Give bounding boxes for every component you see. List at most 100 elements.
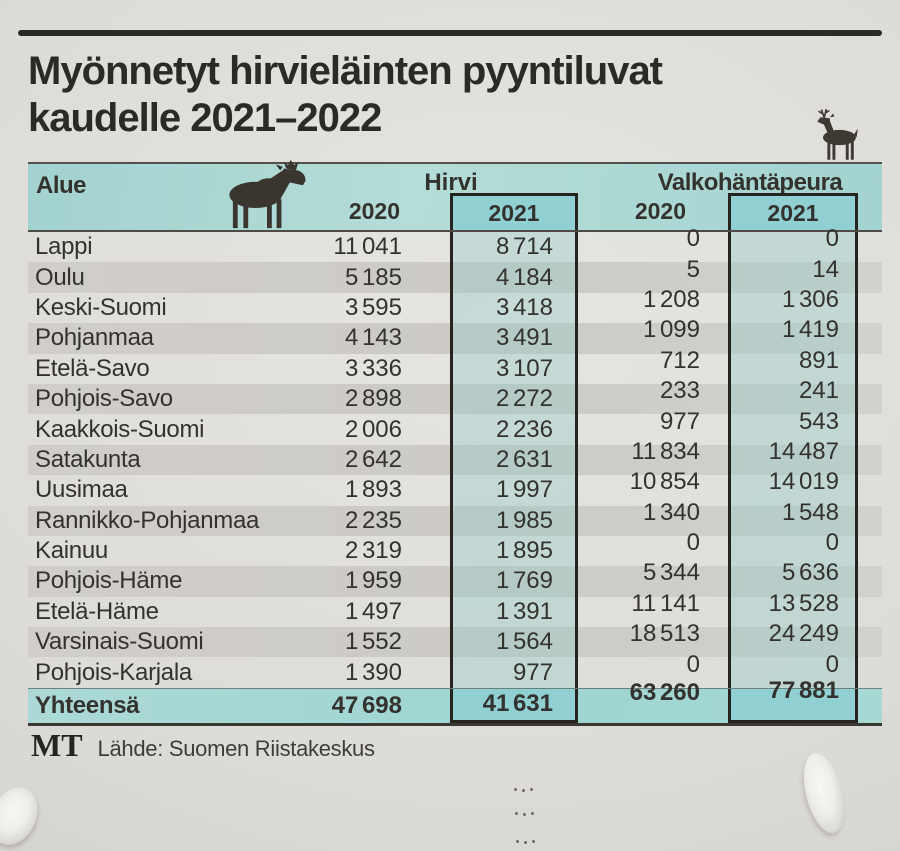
peura-2021-value: 543 (728, 408, 858, 445)
hirvi-2020-value: 2 898 (344, 385, 402, 413)
region-name: Lappi (35, 233, 93, 261)
hirvi-2021-value: 3 107 (450, 353, 578, 384)
hirvi-2020-value: 4 143 (344, 324, 402, 352)
peura-2020-value: 712 (659, 346, 700, 374)
hirvi-2021-value: 1 391 (450, 596, 578, 628)
peura-2021-header: 2021 (728, 193, 858, 230)
hirvi-2021-value: 1 895 (450, 535, 578, 567)
hirvi-2021-value: 4 184 (450, 262, 578, 293)
peura-2021-value: 1 548 (728, 499, 858, 536)
total-label: Yhteensä (35, 691, 140, 719)
hirvi-2021-value: 2 236 (450, 414, 578, 445)
moose-icon (229, 159, 306, 229)
peura-2021-value: 24 249 (728, 620, 858, 658)
peura-2020-value: 0 (686, 225, 700, 253)
region-name: Uusimaa (35, 476, 128, 504)
table-row: Rannikko-Pohjanmaa 2 235 1 985 1 340 1 5… (28, 498, 882, 536)
hirvi-2020-value: 3 595 (344, 293, 402, 321)
title-line-2: kaudelle 2021–2022 (28, 96, 382, 140)
table-row: Keski-Suomi 3 595 3 418 1 208 1 306 (28, 285, 882, 324)
hirvi-2021-header: 2021 (450, 193, 578, 230)
page-title: Myönnetyt hirvieläinten pyyntiluvat kaud… (28, 48, 663, 142)
peura-2021-value: 5 636 (728, 559, 858, 597)
hirvi-2021-value: 3 491 (450, 323, 578, 354)
total-peura-2020: 63 260 (629, 678, 700, 706)
year-header-row: 2020 2021 2020 2021 (28, 193, 882, 230)
table-row: Pohjois-Savo 2 898 2 272 233 241 (28, 377, 882, 415)
peura-2020-value: 1 099 (642, 316, 700, 344)
peura-2020-value: 1 208 (642, 285, 700, 313)
peura-2020-value: 0 (686, 529, 700, 557)
deer-group-header: Valkohäntäpeura (657, 169, 843, 196)
source-text: Lähde: Suomen Riistakeskus (97, 736, 375, 761)
title-line-1: Myönnetyt hirvieläinten pyyntiluvat (28, 49, 663, 93)
hirvi-2020-value: 1 390 (344, 658, 402, 686)
region-name: Pohjois-Savo (35, 385, 173, 413)
white-tailed-deer-icon (817, 109, 858, 160)
hirvi-2021-value: 2 272 (450, 383, 578, 415)
hirvi-2020-value: 11 041 (333, 233, 402, 261)
table-row: Etelä-Häme 1 497 1 391 11 141 13 528 (28, 590, 882, 628)
top-rule (18, 30, 882, 36)
region-name: Satakunta (35, 445, 141, 473)
paper-artifact (796, 748, 852, 838)
hirvi-2020-value: 1 552 (344, 628, 402, 656)
peura-2021-value: 1 419 (728, 316, 858, 354)
table-body: Lappi 11 041 8 714 0 0 Oulu 5 185 4 184 … (28, 225, 882, 688)
table-row: Pohjois-Häme 1 959 1 769 5 344 5 636 (28, 559, 882, 597)
peura-2021-value: 0 (728, 651, 858, 688)
peura-2020-value: 0 (686, 650, 700, 678)
region-name: Keski-Suomi (35, 293, 167, 321)
table-row: Lappi 11 041 8 714 0 0 (28, 225, 882, 263)
hirvi-2020-value: 5 185 (344, 263, 402, 291)
hirvi-2021-value: 2 631 (450, 444, 578, 476)
total-hirvi-2021: 41 631 (450, 688, 578, 723)
region-name: Kaakkois-Suomi (35, 415, 205, 443)
hirvi-2020-header: 2020 (348, 198, 400, 224)
peura-2020-value: 11 834 (631, 437, 700, 465)
table-row: Varsinais-Suomi 1 552 1 564 18 513 24 24… (28, 620, 882, 658)
peura-2020-header: 2020 (634, 198, 686, 224)
paper-artifact (512, 788, 538, 850)
hirvi-2021-value: 977 (450, 657, 578, 688)
peura-2020-value: 977 (659, 407, 700, 435)
table-row: Satakunta 2 642 2 631 11 834 14 487 (28, 437, 882, 476)
total-peura-2021: 77 881 (728, 677, 858, 723)
hirvi-2020-value: 1 497 (344, 597, 402, 625)
peura-2020-value: 1 340 (642, 498, 700, 526)
table-row: Etelä-Savo 3 336 3 107 712 891 (28, 346, 882, 384)
table-row: Oulu 5 185 4 184 5 14 (28, 255, 882, 293)
hirvi-2021-value: 1 997 (450, 475, 578, 506)
hirvi-2020-value: 1 959 (344, 567, 402, 595)
total-row: Yhteensä 47 698 41 631 63 260 77 881 (28, 677, 882, 726)
license-table: Alue Hirvi Valkohäntäpeura 2 (28, 159, 882, 726)
table-row: Kaakkois-Suomi 2 006 2 236 977 543 (28, 407, 882, 445)
moose-group-header: Hirvi (424, 169, 478, 196)
hirvi-2021-value: 1 985 (450, 505, 578, 536)
hirvi-2021-value: 1 564 (450, 627, 578, 658)
region-name: Pohjois-Häme (35, 567, 183, 595)
peura-2020-value: 5 (686, 255, 700, 283)
region-name: Kainuu (35, 537, 108, 565)
hirvi-2020-value: 2 319 (344, 537, 402, 565)
hirvi-2020-value: 2 642 (344, 445, 402, 473)
peura-2021-value: 13 528 (728, 590, 858, 628)
table-row: Pohjanmaa 4 143 3 491 1 099 1 419 (28, 316, 882, 354)
region-column-header: Alue (36, 172, 87, 199)
region-name: Oulu (35, 263, 85, 291)
peura-2021-value: 1 306 (728, 286, 858, 324)
peura-2020-value: 5 344 (642, 559, 700, 587)
total-hirvi-2020: 47 698 (331, 691, 402, 719)
peura-2020-value: 233 (659, 377, 700, 405)
table-header: Alue Hirvi Valkohäntäpeura 2 (28, 159, 882, 232)
hirvi-2020-value: 3 336 (344, 354, 402, 382)
hirvi-2021-value: 8 714 (450, 232, 578, 263)
peura-2021-value: 14 (728, 256, 858, 293)
peura-2021-value: 14 019 (728, 468, 858, 506)
table-row: Pohjois-Karjala 1 390 977 0 0 (28, 650, 882, 688)
mt-logo: MT (31, 727, 83, 763)
paper-artifact (0, 779, 47, 851)
region-name: Pohjanmaa (35, 324, 154, 352)
region-name: Varsinais-Suomi (35, 628, 204, 656)
